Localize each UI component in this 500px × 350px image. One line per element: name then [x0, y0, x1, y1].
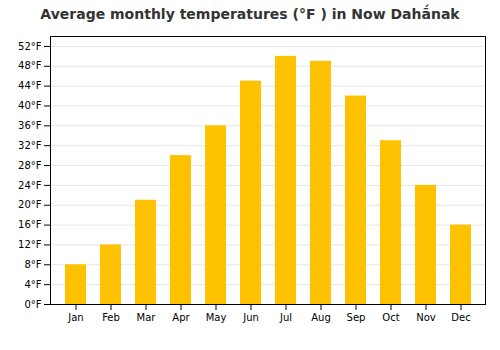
svg-text:Feb: Feb — [102, 312, 120, 323]
svg-text:Jul: Jul — [279, 312, 292, 323]
svg-text:Mar: Mar — [137, 312, 157, 323]
html-text:Average monthly temperatures (: Average monthly temperatures (°F ) in No… — [40, 6, 460, 22]
svg-text:36°F: 36°F — [18, 120, 42, 131]
svg-text:20°F: 20°F — [18, 199, 42, 210]
svg-text:Oct: Oct — [382, 312, 399, 323]
svg-text:Apr: Apr — [172, 312, 190, 323]
svg-text:16°F: 16°F — [18, 219, 42, 230]
svg-text:48°F: 48°F — [18, 60, 42, 71]
svg-text:40°F: 40°F — [18, 100, 42, 111]
svg-text:44°F: 44°F — [18, 80, 42, 91]
svg-text:32°F: 32°F — [18, 140, 42, 151]
svg-text:0°F: 0°F — [24, 299, 41, 310]
svg-text:Jan: Jan — [67, 312, 83, 323]
svg-text:Aug: Aug — [311, 312, 331, 323]
svg-text:28°F: 28°F — [18, 160, 42, 171]
svg-text:Nov: Nov — [416, 312, 436, 323]
svg-text:May: May — [206, 312, 227, 323]
svg-text:12°F: 12°F — [18, 239, 42, 250]
svg-text:52°F: 52°F — [18, 41, 42, 52]
svg-text:8°F: 8°F — [24, 259, 41, 270]
svg-text:Dec: Dec — [451, 312, 470, 323]
svg-text:Jun: Jun — [242, 312, 259, 323]
svg-text:4°F: 4°F — [24, 279, 41, 290]
svg-text:Sep: Sep — [347, 312, 366, 323]
svg-text:24°F: 24°F — [18, 180, 42, 191]
